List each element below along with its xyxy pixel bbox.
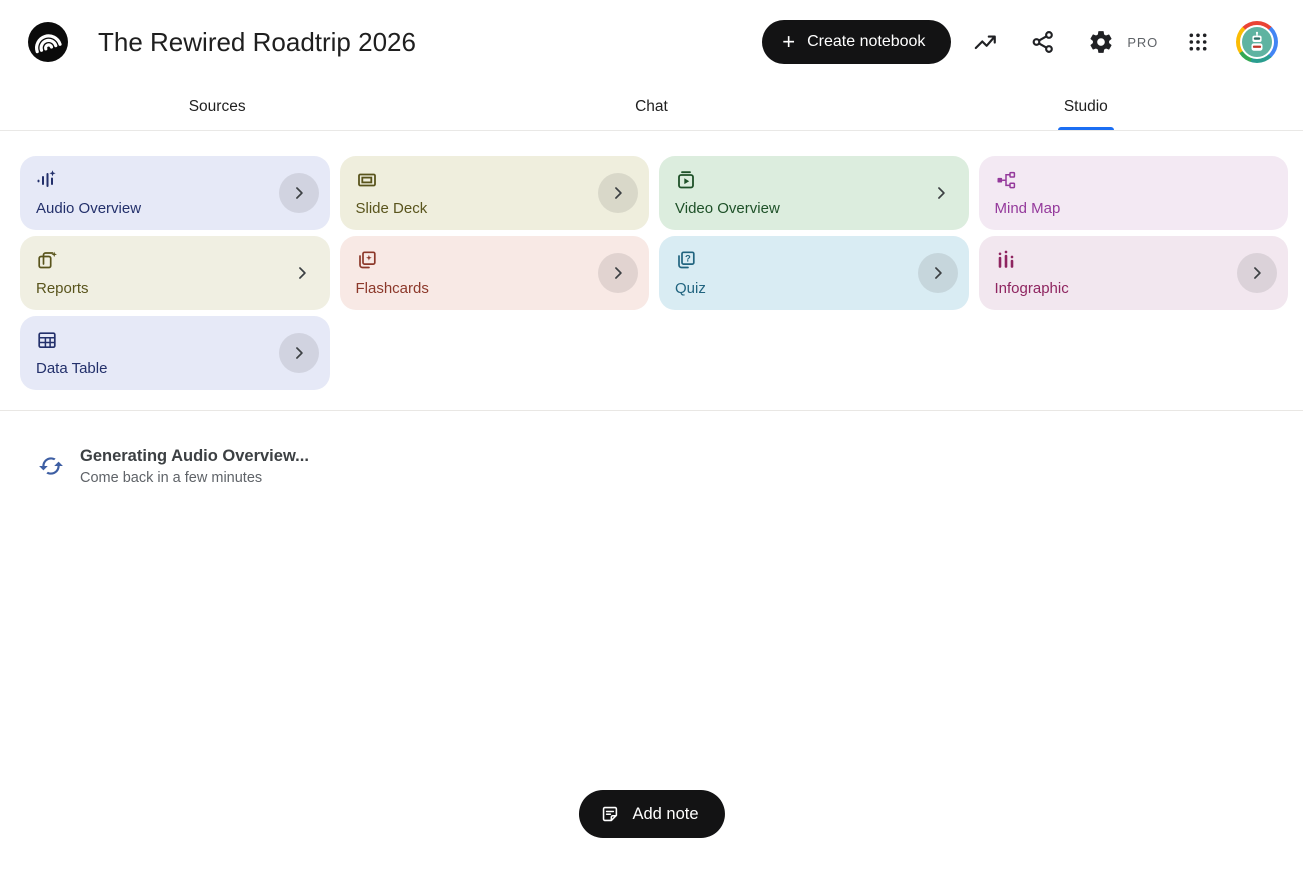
chevron-right-icon[interactable] [598,173,638,213]
settings-button[interactable] [1077,18,1125,66]
card-infographic[interactable]: Infographic [978,236,1288,310]
apps-grid-button[interactable] [1174,18,1222,66]
apps-grid-icon [1189,33,1207,51]
chevron-right-icon[interactable] [921,173,961,213]
card-label: Data Table [36,360,108,377]
card-label: Flashcards [355,280,429,297]
video-overview-icon [678,171,694,189]
card-label: Quiz [675,280,706,297]
add-note-button[interactable]: Add note [578,790,725,838]
plus-icon: + [782,29,796,54]
card-video-overview[interactable]: Video Overview [659,156,969,230]
card-audio-overview[interactable]: Audio Overview [20,156,330,230]
chevron-right-icon[interactable] [282,253,322,293]
notebooklm-logo-icon [28,22,68,62]
tab-sources[interactable]: Sources [0,84,434,130]
chevron-right-icon[interactable] [278,173,319,213]
generating-subtitle: Come back in a few minutes [80,470,263,486]
tab-studio[interactable]: Studio [869,84,1303,130]
card-label: Slide Deck [355,200,428,217]
generating-status-text: Generating Audio Overview... Come back i… [80,447,309,486]
reports-icon [38,251,57,269]
analytics-button[interactable] [961,18,1009,66]
tab-chat[interactable]: Chat [434,84,868,130]
chevron-right-icon[interactable] [917,253,958,293]
svg-text:?: ? [685,254,691,265]
top-bar: The Rewired Roadtrip 2026 + Create noteb… [0,0,1303,84]
audio-waveform-icon [37,170,56,187]
account-avatar[interactable] [1236,21,1278,63]
quiz-icon: ? [678,251,695,269]
note-icon [602,806,617,822]
card-label: Video Overview [675,200,780,217]
create-notebook-button[interactable]: + Create notebook [762,20,952,64]
studio-card-grid: Audio Overview Slide Deck Video Overview [0,131,1303,390]
card-label: Audio Overview [36,200,142,217]
panel-tabs: Sources Chat Studio [0,84,1303,131]
page-title: The Rewired Roadtrip 2026 [98,26,416,57]
mind-map-icon [997,171,1015,189]
sync-icon [38,453,64,479]
card-reports[interactable]: Reports [20,236,330,310]
chevron-right-icon[interactable] [1237,253,1277,293]
flashcards-icon [358,251,376,269]
trending-up-icon [975,35,997,50]
gear-icon [1090,31,1112,53]
robot-avatar-image [1240,25,1274,59]
card-mind-map[interactable]: Mind Map [978,156,1288,230]
infographic-icon [998,250,1013,268]
generating-status: Generating Audio Overview... Come back i… [38,447,1303,486]
data-table-icon [38,332,56,349]
card-flashcards[interactable]: Flashcards [339,236,649,310]
section-divider [0,410,1303,411]
share-button[interactable] [1019,18,1067,66]
card-data-table[interactable]: Data Table [20,316,330,390]
header-actions: + Create notebook PRO [762,18,1278,66]
notebooklm-logo[interactable] [26,20,70,64]
card-slide-deck[interactable]: Slide Deck [339,156,649,230]
card-label: Infographic [994,280,1069,297]
card-label: Mind Map [994,200,1061,217]
chevron-right-icon[interactable] [278,333,319,373]
slide-deck-icon [357,173,376,187]
chevron-right-icon[interactable] [598,253,638,293]
pro-badge: PRO [1127,34,1158,50]
generating-title: Generating Audio Overview... [80,447,309,465]
card-label: Reports [36,280,89,297]
card-quiz[interactable]: ? Quiz [659,236,969,310]
share-icon [1033,31,1054,53]
